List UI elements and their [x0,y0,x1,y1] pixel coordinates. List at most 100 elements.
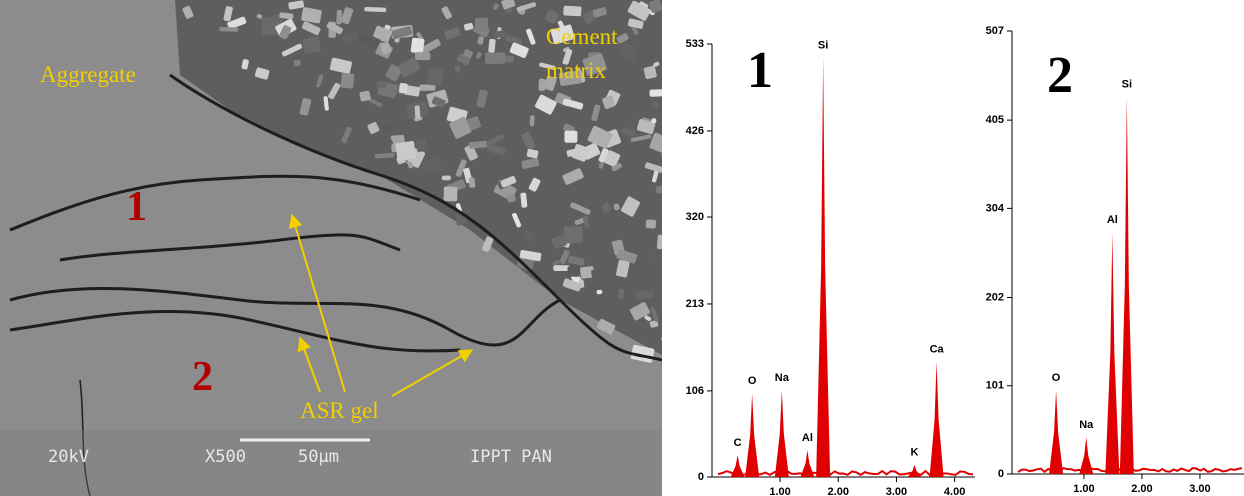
y-tick-label: 426 [686,125,704,137]
grain [387,138,394,145]
grain [474,17,489,32]
grain [613,203,620,211]
grain [281,43,303,57]
grain [421,38,441,54]
grain [598,148,609,163]
grain [651,118,657,124]
grain [661,334,662,349]
grain [444,27,461,40]
grain [553,265,570,272]
grain [323,96,329,111]
grain [643,65,657,80]
grain [644,315,652,322]
grain [521,158,540,169]
grain [651,101,659,109]
grain [395,141,417,161]
grain [621,126,636,138]
peak-label: Ca [930,344,945,356]
grain [563,226,583,244]
y-tick-label: 320 [686,211,704,223]
grain [653,61,660,67]
grain [562,98,584,110]
grain [486,134,505,147]
grain [368,98,383,108]
grain [367,121,380,134]
grain [523,230,534,242]
grain [391,26,413,40]
grain [570,202,591,215]
y-tick-label: 213 [686,298,704,310]
grain [512,212,522,228]
grain [591,267,608,287]
site-label: 2 [192,354,213,400]
grain [529,115,535,127]
cement-label: Cement [546,24,618,49]
grain [476,52,482,59]
grain [374,153,395,159]
grain [449,116,472,139]
peak [816,57,831,477]
grain [526,28,536,45]
grain [279,25,292,40]
grain [415,138,428,152]
grain [182,5,194,19]
grain [373,25,392,42]
grain [543,75,557,92]
x-tick-label: 3.00 [1189,483,1210,495]
grain [254,67,270,80]
grain [649,320,659,328]
peak [1079,437,1094,474]
grain [505,34,523,46]
y-tick-label: 405 [986,114,1004,126]
peak-label: Si [1122,78,1132,90]
grain [630,134,652,142]
peak [929,361,944,477]
grain [526,148,539,159]
grain [619,42,639,61]
grain [336,10,342,25]
grain [629,302,650,321]
peak [730,455,745,477]
peak-label: O [748,375,757,387]
grain [562,278,582,292]
peak-label: Al [1107,214,1118,226]
grain [376,80,387,88]
grain [602,95,616,109]
arrows [288,213,474,397]
grain [534,94,557,115]
grain [482,236,494,252]
grain [468,140,488,149]
x-tick-label: 4.00 [944,486,965,496]
y-tick-label: 304 [986,202,1005,214]
grain [620,196,641,217]
grain [580,266,595,279]
grain [616,249,638,264]
grain [468,177,476,188]
panel-label: 2 [1047,47,1073,104]
grain [559,249,570,264]
grain [519,249,542,262]
y-tick-label: 202 [986,291,1004,303]
grain [627,0,651,21]
grain [591,104,601,122]
grain [538,78,546,91]
grain [488,38,496,53]
grain [476,89,488,108]
cement-label: matrix [546,58,607,83]
grain [241,59,249,70]
peak-label: Na [1079,419,1094,431]
grain [516,2,537,12]
grain [655,185,662,194]
grain [582,53,607,76]
y-tick-label: 101 [986,380,1004,392]
grain [316,74,324,88]
peak-label: O [1052,372,1061,384]
grain [380,41,392,55]
grain [648,0,662,14]
grain [493,3,499,10]
grain [557,20,564,28]
grain [562,168,584,185]
info-text: X500 [205,447,246,467]
grain [592,7,607,18]
grain [301,7,322,24]
